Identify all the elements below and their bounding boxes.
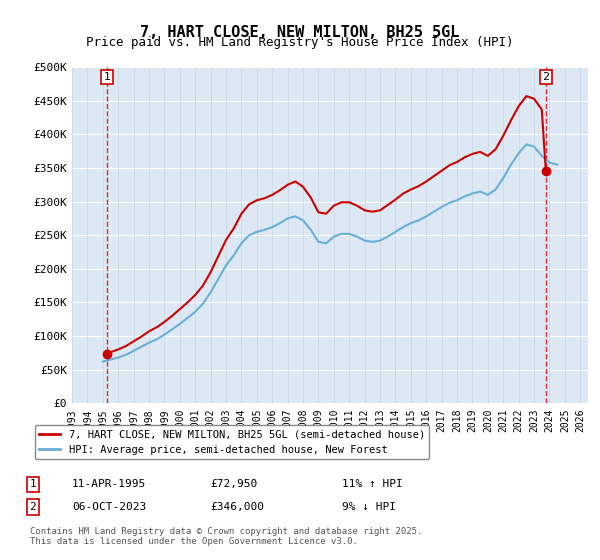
Text: £72,950: £72,950 xyxy=(210,479,257,489)
Legend: 7, HART CLOSE, NEW MILTON, BH25 5GL (semi-detached house), HPI: Average price, s: 7, HART CLOSE, NEW MILTON, BH25 5GL (sem… xyxy=(35,425,429,459)
Text: £346,000: £346,000 xyxy=(210,502,264,512)
Text: 2: 2 xyxy=(29,502,37,512)
Text: 11% ↑ HPI: 11% ↑ HPI xyxy=(342,479,403,489)
Text: 1: 1 xyxy=(103,72,110,82)
Text: 2: 2 xyxy=(542,72,550,82)
Text: 06-OCT-2023: 06-OCT-2023 xyxy=(72,502,146,512)
Text: 1: 1 xyxy=(29,479,37,489)
Text: Contains HM Land Registry data © Crown copyright and database right 2025.
This d: Contains HM Land Registry data © Crown c… xyxy=(30,526,422,546)
Text: 9% ↓ HPI: 9% ↓ HPI xyxy=(342,502,396,512)
Text: Price paid vs. HM Land Registry's House Price Index (HPI): Price paid vs. HM Land Registry's House … xyxy=(86,36,514,49)
Text: 11-APR-1995: 11-APR-1995 xyxy=(72,479,146,489)
Text: 7, HART CLOSE, NEW MILTON, BH25 5GL: 7, HART CLOSE, NEW MILTON, BH25 5GL xyxy=(140,25,460,40)
